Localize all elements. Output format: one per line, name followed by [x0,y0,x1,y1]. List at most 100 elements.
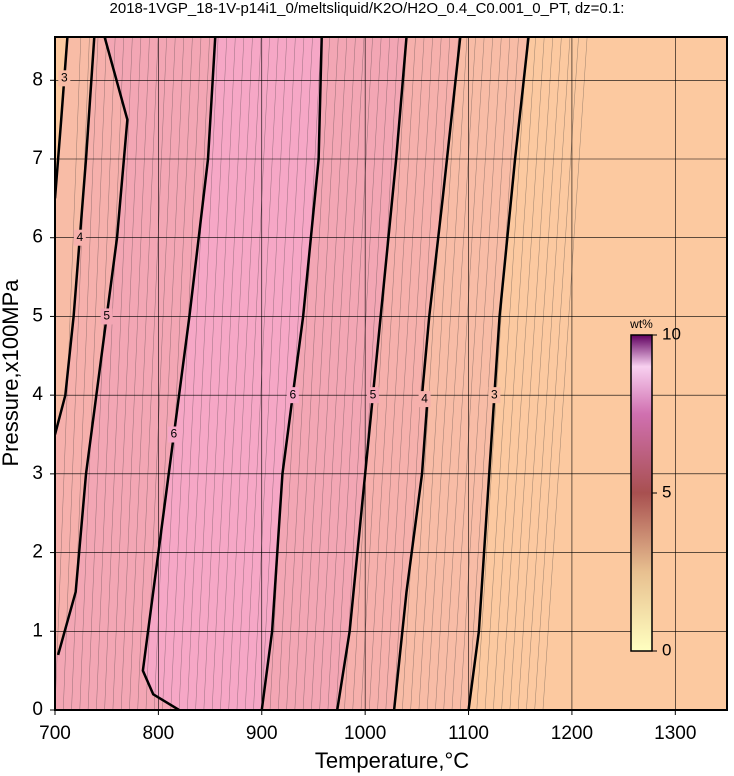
contour-label-bg [418,391,431,408]
minor-contour [269,37,305,710]
minor-contour [327,37,365,710]
minor-contour [104,37,133,710]
minor-contour [385,37,425,710]
overlay: 700 800 900 1000 1100 1200 1300 0 1 2 3 4 5 6 7 8 wt% 0 5 1… [32,36,728,744]
minor-contour [451,37,493,710]
contour-label: 5 [370,387,377,401]
y-tick-label: 1 [32,620,43,641]
y-tick-label: 3 [32,463,43,484]
y-tick-label: 8 [32,69,43,90]
chart-title: 2018-1VGP_18-1V-p14i1_0/meltsliquid/K2O/… [110,0,625,17]
colorbar-tick-label: 5 [662,482,671,501]
minor-contour [220,37,253,710]
contour-line [56,37,129,656]
contour-label-bg [100,308,113,325]
contour-label-bg [286,387,299,404]
contour-fill [55,37,322,710]
minor-contour [253,37,287,710]
minor-contour [87,37,116,710]
minor-contour [79,37,107,710]
minor-contour [468,37,511,710]
minor-contour [369,37,408,710]
colorbar-tick-label: 10 [662,324,681,343]
minor-contour [228,37,262,710]
contour-line [141,37,217,710]
minor-contour [435,37,476,710]
contour-label-bg [488,387,501,404]
minor-contour [402,37,442,710]
minor-contour [526,37,571,710]
plot-area: 3 3 4 4 5 5 6 6 [55,37,727,710]
contour-line [55,37,96,435]
y-tick-label: 4 [32,384,43,405]
colorbar [630,334,653,652]
minor-contour [360,37,399,710]
y-axis-label: Pressure,x100MPa [0,279,23,467]
colorbar-label: wt% [629,317,653,331]
x-tick-label: 1200 [551,723,593,744]
minor-contour [336,37,373,710]
minor-contour [63,37,90,710]
contour-label: 3 [491,387,498,401]
minor-contour [443,37,485,710]
minor-contour [476,37,519,710]
minor-contour [162,37,193,710]
minor-contour [542,37,588,710]
minor-contour [211,37,245,710]
minor-contour [509,37,553,710]
minor-contour [145,37,176,710]
minor-contour [195,37,227,710]
minor-contour [170,37,202,710]
minor-contour [302,37,339,710]
minor-contour [112,37,142,710]
minor-contour [344,37,382,710]
colorbar-tick-label: 0 [662,640,671,659]
x-tick-label: 1300 [654,723,696,744]
contour-label: 3 [61,70,68,84]
minor-contour [286,37,322,710]
minor-contour [120,37,150,710]
minor-contour [460,37,502,710]
minor-contour [319,37,356,710]
minor-contour [187,37,219,710]
y-tick-label: 6 [32,227,43,248]
minor-contour [294,37,330,710]
minor-contour [393,37,433,710]
minor-contour [377,37,416,710]
minor-contour [534,37,579,710]
plot-frame [54,36,728,711]
minor-contour [426,37,468,710]
minor-contour [517,37,562,710]
x-tick-label: 1100 [448,723,489,744]
contour-label: 6 [171,427,178,441]
y-tick-label: 5 [32,305,43,326]
y-tick-label: 2 [32,542,43,563]
x-tick-label: 700 [39,723,71,744]
minor-contour [311,37,348,710]
contour-label: 4 [76,230,83,244]
y-tick-label: 7 [32,148,43,169]
minor-contour [261,37,296,710]
x-axis-label: Temperature,°C [315,748,469,773]
minor-contour [352,37,390,710]
contour-label-bg [167,426,180,443]
contour-line [55,37,69,199]
contour-label-bg [366,387,379,404]
minor-contour [501,37,545,710]
contour-label: 6 [289,387,296,401]
x-tick-label: 1000 [344,723,386,744]
contour-label-bg [58,70,71,87]
minor-contour [154,37,185,710]
minor-contour [493,37,536,710]
x-tick-label: 800 [143,723,175,744]
minor-contour [236,37,270,710]
minor-contour [178,37,210,710]
minor-contour [137,37,167,710]
minor-contour [410,37,451,710]
minor-contour [96,37,124,710]
minor-contour [484,37,528,710]
contour-label: 4 [421,391,428,405]
minor-contour [129,37,159,710]
contour-label: 5 [103,309,110,323]
